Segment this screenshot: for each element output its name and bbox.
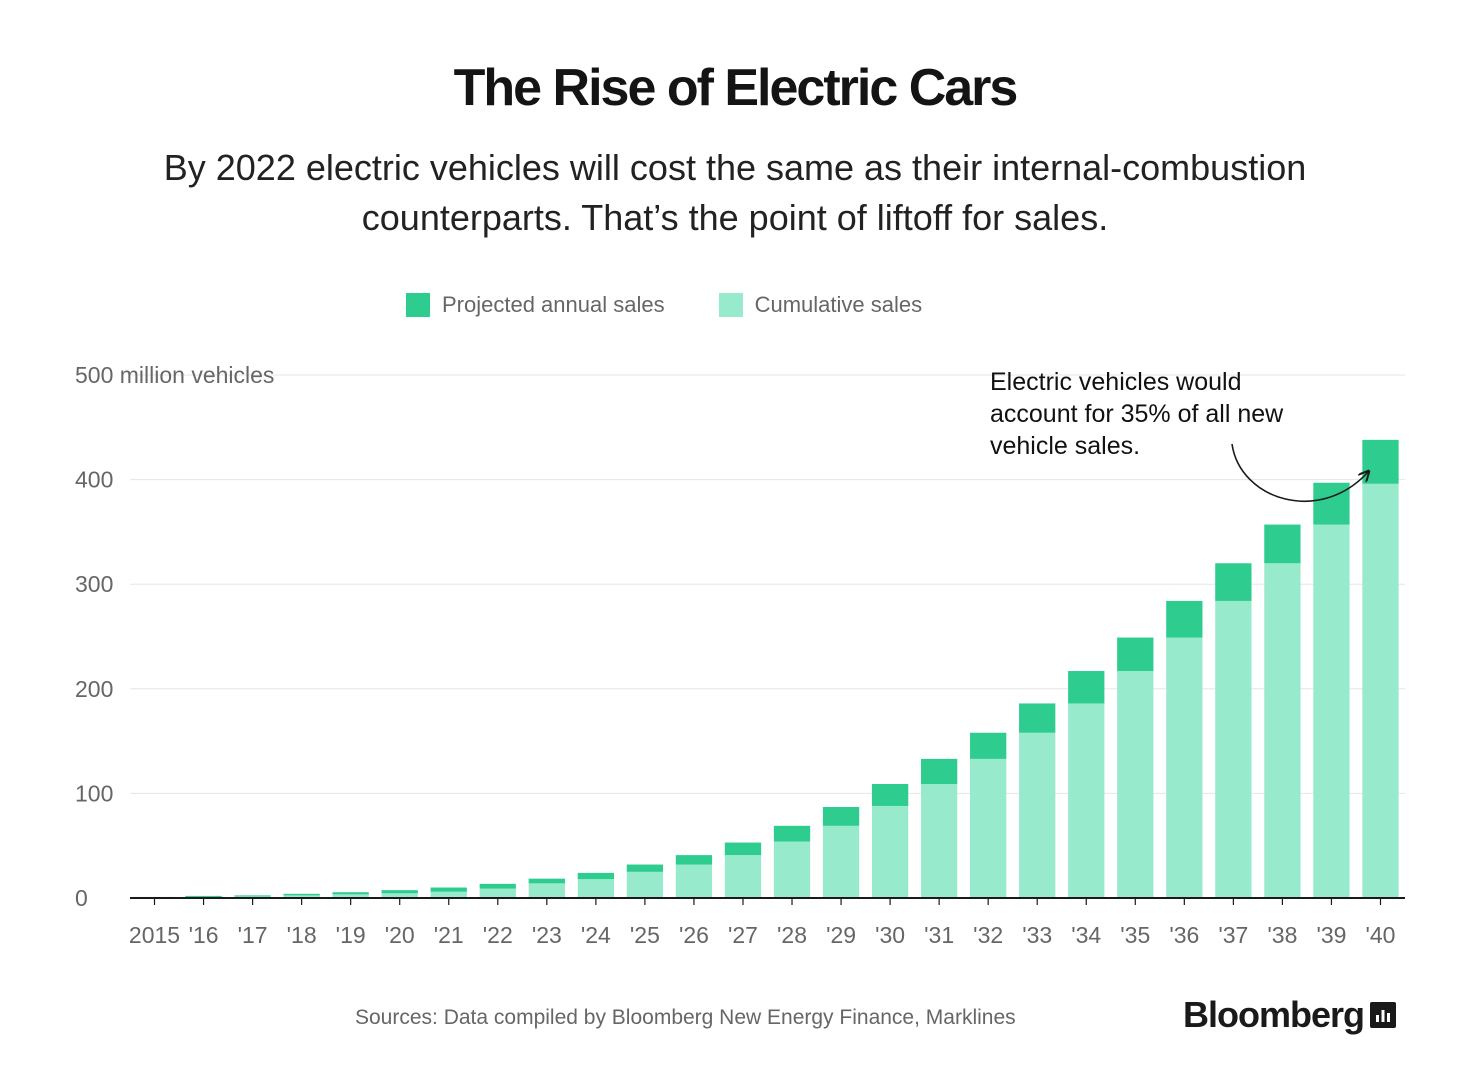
x-tick-label: '26 <box>679 922 709 948</box>
bar-cumulative <box>381 893 418 898</box>
bar-annual <box>822 806 860 826</box>
chart-subtitle: By 2022 electric vehicles will cost the … <box>163 147 1307 238</box>
legend-swatch-cumulative <box>718 293 743 317</box>
x-tick-label: '40 <box>1365 922 1395 948</box>
x-tick-label: '16 <box>189 922 219 948</box>
bar-annual <box>1166 600 1203 638</box>
x-tick-label: '18 <box>287 922 317 948</box>
bar-annual <box>430 887 467 892</box>
x-tick-label: '30 <box>875 922 905 948</box>
annotation-arrow <box>1231 443 1368 502</box>
x-tick-label: '29 <box>826 922 856 948</box>
x-tick-label: '28 <box>777 922 807 948</box>
y-tick-label: 400 <box>75 467 113 493</box>
bar-cumulative <box>1264 563 1301 898</box>
bar-cumulative <box>479 888 516 898</box>
bar-cumulative <box>1019 732 1056 898</box>
x-tick-label: '35 <box>1120 922 1150 948</box>
x-tick-label: '20 <box>385 922 415 948</box>
x-tick-label: '21 <box>434 922 464 948</box>
bar-cumulative <box>528 883 565 898</box>
bar-annual <box>773 825 811 842</box>
bar-cumulative <box>675 864 713 898</box>
bar-annual <box>479 883 516 889</box>
bar-cumulative <box>773 841 811 898</box>
bar-cumulative <box>1313 524 1350 898</box>
bar-cumulative <box>283 895 320 898</box>
bar-cumulative <box>970 758 1007 898</box>
bar-cumulative <box>1215 600 1252 898</box>
bar-annual <box>871 783 909 806</box>
x-tick-label: '31 <box>924 922 954 948</box>
x-tick-label: '33 <box>1022 922 1052 948</box>
bar-annual <box>1362 439 1399 484</box>
bar-annual <box>1019 703 1056 733</box>
y-tick-label: 200 <box>75 676 113 702</box>
bar-cumulative <box>1362 483 1399 898</box>
bar-annual <box>1264 524 1301 564</box>
bar-annual <box>724 842 762 856</box>
x-tick-label: '17 <box>238 922 268 948</box>
bar-annual <box>675 855 713 865</box>
bar-cumulative <box>577 879 615 898</box>
bar-annual <box>1215 563 1252 601</box>
bar-annual <box>528 878 565 884</box>
x-tick-label: '34 <box>1071 922 1101 948</box>
bar-annual <box>920 758 958 784</box>
bar-chart-icon <box>1370 1002 1397 1028</box>
legend-label-annual: Projected annual sales <box>442 292 665 317</box>
bar-annual <box>234 895 271 897</box>
logo-text: Bloomberg <box>1183 994 1365 1035</box>
bar-annual <box>577 872 615 880</box>
bloomberg-logo: Bloomberg <box>1183 994 1397 1036</box>
bar-annual <box>1313 482 1350 525</box>
bar-cumulative <box>920 783 958 898</box>
x-tick-label: '25 <box>630 922 660 948</box>
legend-swatch-annual <box>406 293 430 317</box>
bar-annual <box>970 732 1007 759</box>
bar-annual <box>283 893 320 896</box>
bar-annual <box>185 895 222 897</box>
x-tick-label: '36 <box>1169 922 1199 948</box>
y-tick-label: 100 <box>75 780 113 806</box>
x-tick-label: '38 <box>1267 922 1297 948</box>
x-tick-label: 2015 <box>129 922 180 948</box>
bar-cumulative <box>1166 637 1203 898</box>
source-note: Sources: Data compiled by Bloomberg New … <box>355 1006 1016 1029</box>
x-tick-label: '23 <box>532 922 562 948</box>
bar-annual <box>1068 671 1105 704</box>
legend-item-cumulative: Cumulative sales <box>718 292 923 318</box>
x-tick-label: '19 <box>336 922 366 948</box>
x-tick-label: '32 <box>973 922 1003 948</box>
bar-cumulative <box>332 894 369 898</box>
chart-title: The Rise of Electric Cars <box>453 59 1019 117</box>
x-tick-label: '37 <box>1218 922 1248 948</box>
legend-label-cumulative: Cumulative sales <box>754 292 923 317</box>
bar-annual <box>626 864 664 872</box>
x-tick-label: '24 <box>581 922 611 948</box>
bar-cumulative <box>871 805 909 898</box>
annotation-text: Electric vehicles would account for 35% … <box>990 368 1284 460</box>
bar-cumulative <box>1068 703 1105 898</box>
x-tick-label: '39 <box>1316 922 1346 948</box>
y-tick-label: 300 <box>75 571 113 597</box>
bar-annual <box>381 890 418 894</box>
y-tick-label: 500 million vehicles <box>75 362 274 388</box>
legend-item-annual: Projected annual sales <box>406 292 665 318</box>
bar-cumulative <box>430 891 467 898</box>
legend: Projected annual sales Cumulative sales <box>406 290 976 320</box>
bar-cumulative <box>822 825 860 898</box>
bar-cumulative <box>626 871 664 898</box>
x-tick-label: '22 <box>483 922 513 948</box>
bar-cumulative <box>724 855 762 898</box>
bar-annual <box>1117 637 1154 672</box>
bar-cumulative <box>1117 671 1154 898</box>
y-tick-label: 0 <box>75 885 88 911</box>
x-tick-label: '27 <box>728 922 758 948</box>
bar-annual <box>332 892 369 895</box>
